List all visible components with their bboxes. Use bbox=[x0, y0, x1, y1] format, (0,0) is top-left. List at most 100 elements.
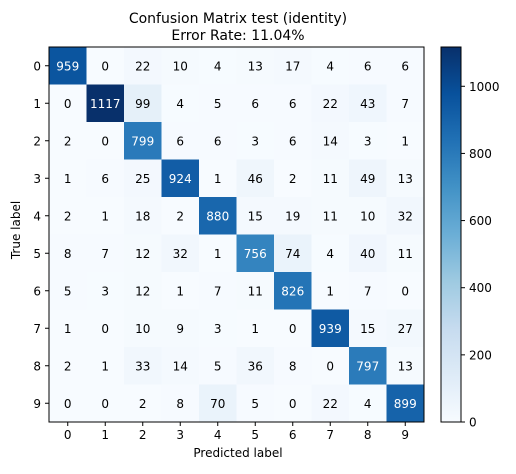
heatmap-cell bbox=[86, 347, 125, 385]
y-tick-label: 4 bbox=[33, 209, 41, 223]
cell-value-label: 1 bbox=[251, 322, 259, 336]
y-tick-label: 7 bbox=[33, 322, 41, 336]
y-tick-label: 6 bbox=[33, 284, 41, 298]
cell-value-label: 18 bbox=[135, 209, 150, 223]
heatmap-cell bbox=[161, 347, 200, 385]
cell-value-label: 1 bbox=[64, 172, 72, 186]
cell-value-label: 15 bbox=[360, 322, 375, 336]
x-tick-label: 1 bbox=[101, 428, 109, 442]
cell-value-label: 1 bbox=[176, 284, 184, 298]
heatmap-cell bbox=[86, 197, 125, 235]
cell-value-label: 12 bbox=[135, 284, 150, 298]
cell-value-label: 1 bbox=[101, 209, 109, 223]
heatmap-cell bbox=[161, 309, 200, 348]
heatmap-cell bbox=[49, 384, 87, 423]
cell-value-label: 7 bbox=[401, 97, 409, 111]
heatmap-cell bbox=[124, 309, 162, 348]
heatmap-cell bbox=[349, 159, 387, 198]
x-tick-label: 5 bbox=[251, 428, 259, 442]
cell-value-label: 3 bbox=[214, 322, 222, 336]
heatmap-cell bbox=[199, 347, 237, 385]
cell-value-label: 70 bbox=[210, 397, 225, 411]
cell-value-label: 32 bbox=[173, 247, 188, 261]
cell-value-label: 13 bbox=[248, 59, 263, 73]
heatmap-cell bbox=[86, 272, 125, 310]
heatmap-cell bbox=[311, 197, 350, 235]
cell-value-label: 7 bbox=[214, 284, 222, 298]
heatmap-cell bbox=[274, 159, 312, 198]
cell-value-label: 14 bbox=[173, 359, 188, 373]
heatmap-cell bbox=[86, 309, 125, 348]
heatmap-cell bbox=[311, 84, 350, 123]
heatmap-cell bbox=[311, 47, 350, 85]
y-tick-label: 9 bbox=[33, 397, 41, 411]
cell-value-label: 939 bbox=[319, 322, 342, 336]
x-tick-label: 7 bbox=[326, 428, 334, 442]
heatmap-cell bbox=[199, 84, 237, 123]
x-axis-ticks: 0 1 2 3 4 5 6 7 8 9 bbox=[64, 422, 409, 442]
cell-value-label: 0 bbox=[64, 397, 72, 411]
heatmap-cell bbox=[274, 84, 312, 123]
heatmap-cell bbox=[124, 84, 162, 123]
heatmap-cell bbox=[199, 234, 237, 273]
heatmap-cell bbox=[49, 272, 87, 310]
cell-value-label: 1117 bbox=[90, 97, 121, 111]
heatmap-cell bbox=[386, 384, 425, 423]
cell-value-label: 0 bbox=[101, 397, 109, 411]
cell-value-label: 5 bbox=[214, 359, 222, 373]
cell-value-label: 4 bbox=[364, 397, 372, 411]
cell-value-label: 6 bbox=[289, 134, 297, 148]
cell-value-label: 74 bbox=[285, 247, 300, 261]
heatmap-cell bbox=[161, 197, 200, 235]
cell-value-label: 5 bbox=[64, 284, 72, 298]
cell-value-label: 10 bbox=[360, 209, 375, 223]
chart-subtitle: Error Rate: 11.04% bbox=[171, 28, 304, 44]
cell-value-label: 924 bbox=[169, 172, 192, 186]
cell-value-label: 40 bbox=[360, 247, 375, 261]
cell-value-label: 6 bbox=[214, 134, 222, 148]
cell-value-label: 14 bbox=[323, 134, 338, 148]
cell-value-label: 32 bbox=[398, 209, 413, 223]
cell-value-label: 99 bbox=[135, 97, 150, 111]
cell-value-label: 27 bbox=[398, 322, 413, 336]
y-tick-label: 0 bbox=[33, 59, 41, 73]
heatmap-cell bbox=[49, 84, 87, 123]
heatmap-cell bbox=[124, 159, 162, 198]
x-tick-label: 6 bbox=[289, 428, 297, 442]
heatmap-cell bbox=[124, 47, 162, 85]
heatmap-cell bbox=[86, 384, 125, 423]
heatmap-cell bbox=[161, 47, 200, 85]
heatmap-cell bbox=[274, 309, 312, 348]
heatmap-cell bbox=[49, 234, 87, 273]
cell-value-label: 4 bbox=[214, 59, 222, 73]
cell-value-label: 8 bbox=[64, 247, 72, 261]
cell-value-label: 25 bbox=[135, 172, 150, 186]
cell-value-label: 0 bbox=[64, 97, 72, 111]
heatmap-cell bbox=[236, 84, 275, 123]
heatmap-cell bbox=[199, 159, 237, 198]
heatmap-cell bbox=[386, 47, 425, 85]
heatmap-cell bbox=[161, 234, 200, 273]
cell-value-label: 9 bbox=[176, 322, 184, 336]
cell-value-label: 15 bbox=[248, 209, 263, 223]
cell-value-label: 756 bbox=[244, 247, 267, 261]
cell-value-label: 4 bbox=[326, 59, 334, 73]
cell-value-label: 33 bbox=[135, 359, 150, 373]
heatmap-cell bbox=[49, 347, 87, 385]
heatmap-cell bbox=[124, 384, 162, 423]
heatmap-cell bbox=[386, 272, 425, 310]
cell-value-label: 13 bbox=[398, 359, 413, 373]
heatmap-cell bbox=[49, 197, 87, 235]
cell-value-label: 22 bbox=[135, 59, 150, 73]
x-tick-label: 9 bbox=[401, 428, 409, 442]
heatmap-cell bbox=[349, 122, 387, 160]
heatmap-cell bbox=[349, 234, 387, 273]
y-tick-label: 1 bbox=[33, 97, 41, 111]
heatmap-cell bbox=[236, 384, 275, 423]
cell-value-label: 6 bbox=[251, 97, 259, 111]
cell-value-label: 2 bbox=[64, 134, 72, 148]
heatmap-cell bbox=[349, 197, 387, 235]
cell-value-label: 1 bbox=[214, 247, 222, 261]
cell-value-label: 0 bbox=[101, 59, 109, 73]
